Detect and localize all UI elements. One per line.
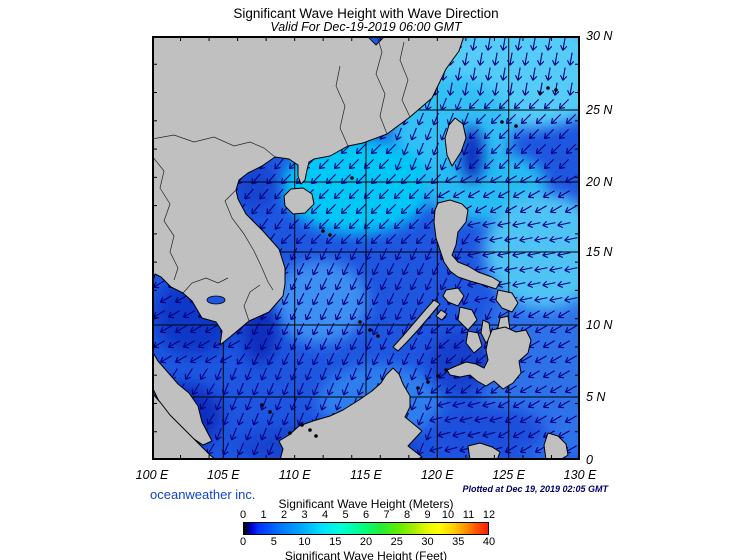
x-axis-tick-label: 110 E — [278, 468, 311, 482]
feet-tick: 40 — [482, 536, 496, 548]
valid-time-subtitle: Valid For Dec-19-2019 06:00 GMT — [270, 20, 462, 34]
land-palawan — [392, 299, 441, 352]
feet-tick: 15 — [329, 536, 342, 548]
legend-meters-label: Significant Wave Height (Meters) — [278, 497, 454, 511]
x-axis-tick-label: 100 E — [135, 468, 169, 482]
y-axis-tick-label: 15 N — [586, 245, 613, 259]
land-sumatra — [152, 392, 217, 460]
meters-tick: 0 — [239, 509, 247, 521]
land-taiwan — [444, 117, 467, 167]
wave-height-colorbar — [243, 522, 489, 535]
x-axis-tick-label: 115 E — [350, 468, 382, 482]
y-axis-tick-label: 10 N — [586, 318, 613, 332]
country-borders — [152, 36, 411, 322]
plotted-timestamp: Plotted at Dec 19, 2019 02:05 GMT — [462, 484, 608, 494]
wave-map — [152, 36, 580, 460]
meters-tick: 2 — [280, 509, 288, 521]
meters-tick: 4 — [321, 509, 329, 521]
meters-tick: 11 — [462, 509, 475, 521]
page-title: Significant Wave Height with Wave Direct… — [233, 6, 499, 21]
wave-height-patch — [484, 193, 580, 309]
lake-tonle-sap — [206, 295, 226, 305]
land-luzon — [433, 199, 501, 290]
land-negros — [465, 330, 483, 354]
small-islands — [260, 86, 558, 438]
feet-tick: 20 — [359, 536, 373, 548]
map-frame — [152, 36, 580, 460]
land-mainland-asia — [152, 36, 465, 346]
meters-tick: 1 — [260, 509, 267, 521]
wave-height-patch — [460, 126, 484, 182]
x-axis-tick-label: 130 E — [563, 468, 597, 482]
feet-tick: 10 — [298, 536, 311, 548]
oceanweather-credit: oceanweather inc. — [150, 487, 256, 502]
feet-tick: 35 — [452, 536, 465, 548]
x-axis-tick-label: 105 E — [206, 468, 240, 482]
y-axis-tick-label: 5 N — [586, 390, 606, 404]
feet-tick: 5 — [270, 536, 277, 548]
land-mindoro — [442, 287, 465, 307]
land-halmahera — [543, 432, 569, 460]
meters-tick: 10 — [441, 509, 455, 521]
y-axis-tick-label: 0 — [586, 453, 593, 467]
land-samar — [495, 289, 519, 313]
feet-tick: 25 — [390, 536, 403, 548]
meters-tick: 9 — [424, 509, 431, 521]
meters-tick: 12 — [482, 509, 496, 521]
x-axis-tick-label: 125 E — [492, 468, 526, 482]
x-axis-tick-label: 120 E — [420, 468, 454, 482]
feet-tick: 30 — [421, 536, 434, 548]
y-axis-tick-label: 30 N — [586, 29, 613, 43]
meters-tick: 6 — [362, 509, 370, 521]
meters-tick: 5 — [342, 509, 349, 521]
wave-height-patch — [282, 138, 432, 234]
wave-height-patch — [434, 406, 546, 458]
meters-tick: 3 — [301, 509, 308, 521]
y-axis-tick-label: 25 N — [586, 103, 613, 117]
land-mindanao — [446, 326, 532, 390]
land-panay — [457, 306, 478, 331]
land-sulawesi — [467, 442, 501, 460]
feet-tick: 0 — [239, 536, 247, 548]
meters-tick: 8 — [403, 509, 411, 521]
legend-feet-label: Significant Wave Height (Feet) — [284, 549, 448, 560]
land-hainan — [283, 187, 315, 215]
y-axis-tick-label: 20 N — [586, 175, 613, 189]
meters-tick: 7 — [383, 509, 390, 521]
land-busuanga — [435, 309, 448, 321]
